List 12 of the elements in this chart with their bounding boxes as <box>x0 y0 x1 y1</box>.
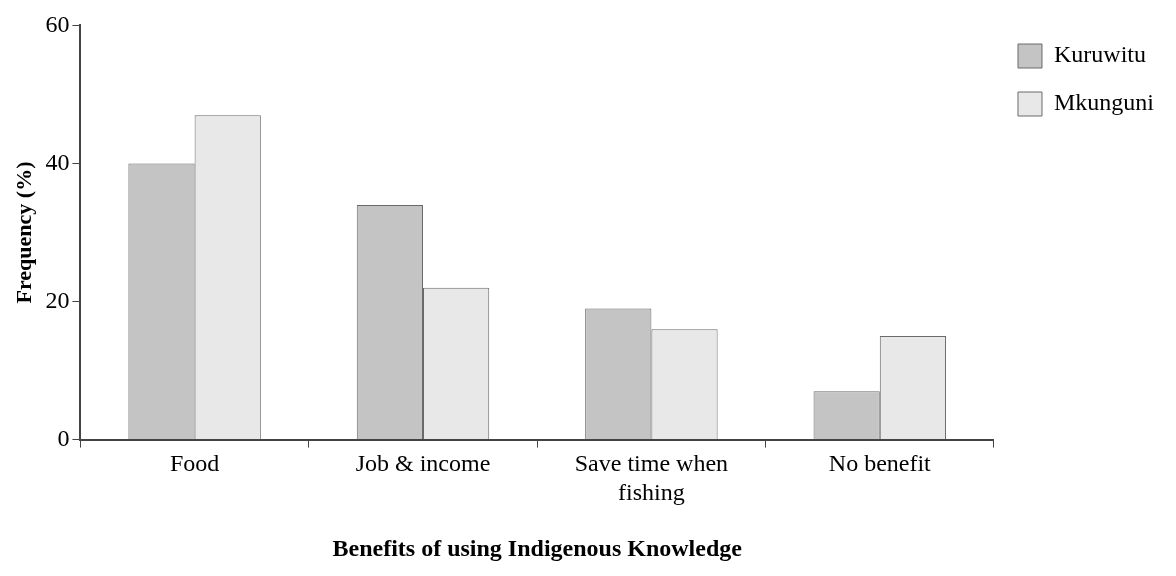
x-tick-label: Job & income <box>355 450 491 477</box>
y-tick-label: 20 <box>45 286 70 313</box>
x-tick-label: No benefit <box>828 450 932 477</box>
x-tick-label: Food <box>169 450 220 477</box>
y-tick-label: 0 <box>57 424 70 451</box>
x-tick-label: Save time when fishing <box>574 450 729 506</box>
legend-label: Kuruwitu <box>1053 41 1146 68</box>
y-tick-label: 60 <box>45 10 70 37</box>
legend-label: Mkunguni <box>1053 89 1155 116</box>
y-axis-title: Frequency (%) <box>10 161 36 304</box>
x-axis-title: Benefits of using Indigenous Knowledge <box>332 534 743 561</box>
y-tick-label: 40 <box>45 148 70 175</box>
